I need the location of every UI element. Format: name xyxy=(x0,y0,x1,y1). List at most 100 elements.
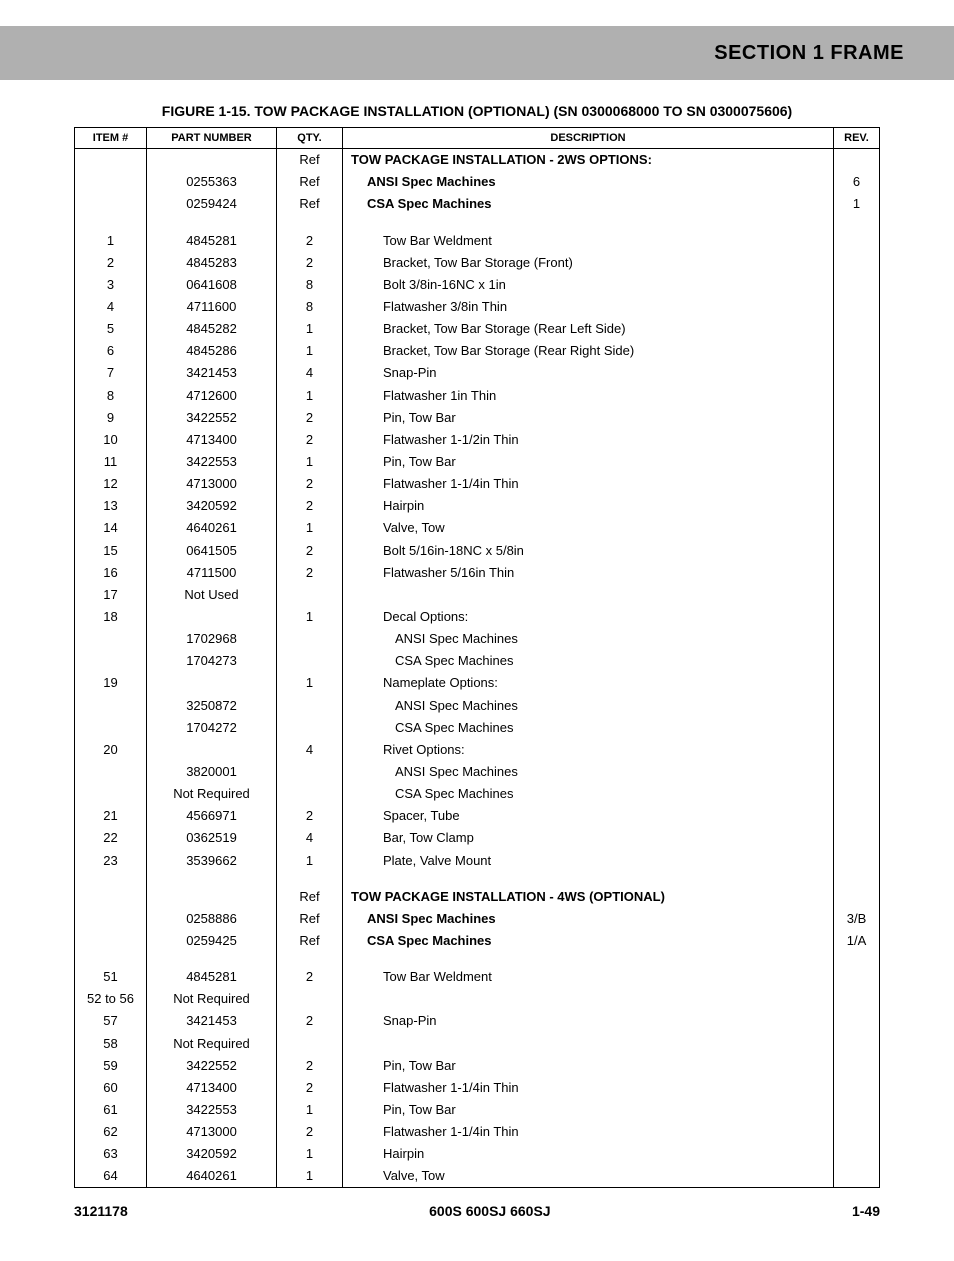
qty-cell: 1 xyxy=(277,517,343,539)
desc-cell: Bracket, Tow Bar Storage (Rear Left Side… xyxy=(343,318,834,340)
footer-page: 1-49 xyxy=(852,1203,880,1219)
part-cell: 4845282 xyxy=(147,318,277,340)
qty-cell: 1 xyxy=(277,1099,343,1121)
desc-cell: TOW PACKAGE INSTALLATION - 4WS (OPTIONAL… xyxy=(343,885,834,907)
part-cell: 4640261 xyxy=(147,1165,277,1188)
desc-cell: Nameplate Options: xyxy=(343,672,834,694)
rev-cell xyxy=(834,694,880,716)
part-cell: 4711500 xyxy=(147,561,277,583)
table-row: Not RequiredCSA Spec Machines xyxy=(75,783,880,805)
desc-cell: Flatwasher 3/8in Thin xyxy=(343,296,834,318)
spacer-cell xyxy=(277,215,343,229)
part-cell: 3422553 xyxy=(147,451,277,473)
desc-cell: ANSI Spec Machines xyxy=(343,628,834,650)
item-cell xyxy=(75,148,147,171)
table-row: 204Rivet Options: xyxy=(75,739,880,761)
spacer-cell xyxy=(277,871,343,885)
spacer-cell xyxy=(75,215,147,229)
desc-cell: Flatwasher 1in Thin xyxy=(343,384,834,406)
item-cell: 21 xyxy=(75,805,147,827)
table-row: 52 to 56Not Required xyxy=(75,988,880,1010)
part-cell: 3250872 xyxy=(147,694,277,716)
table-row: 191Nameplate Options: xyxy=(75,672,880,694)
desc-cell: Valve, Tow xyxy=(343,517,834,539)
item-cell xyxy=(75,650,147,672)
table-row: 2145669712Spacer, Tube xyxy=(75,805,880,827)
desc-cell: Pin, Tow Bar xyxy=(343,451,834,473)
desc-cell: Hairpin xyxy=(343,1143,834,1165)
section-title: SECTION 1 FRAME xyxy=(714,42,904,65)
table-row: 1247130002Flatwasher 1-1/4in Thin xyxy=(75,473,880,495)
qty-cell xyxy=(277,694,343,716)
qty-cell: 2 xyxy=(277,1010,343,1032)
rev-cell: 1/A xyxy=(834,930,880,952)
item-cell: 62 xyxy=(75,1121,147,1143)
qty-cell: 1 xyxy=(277,451,343,473)
qty-cell: 2 xyxy=(277,406,343,428)
part-cell: 4845283 xyxy=(147,251,277,273)
item-cell xyxy=(75,885,147,907)
rev-cell xyxy=(834,672,880,694)
qty-cell: 4 xyxy=(277,739,343,761)
desc-cell: CSA Spec Machines xyxy=(343,930,834,952)
table-row: 6247130002Flatwasher 1-1/4in Thin xyxy=(75,1121,880,1143)
item-cell: 10 xyxy=(75,429,147,451)
item-cell: 17 xyxy=(75,584,147,606)
desc-cell: Flatwasher 1-1/4in Thin xyxy=(343,1121,834,1143)
desc-cell: Pin, Tow Bar xyxy=(343,1099,834,1121)
part-cell xyxy=(147,606,277,628)
item-cell: 11 xyxy=(75,451,147,473)
item-cell: 4 xyxy=(75,296,147,318)
rev-cell xyxy=(834,429,880,451)
part-cell: 0259425 xyxy=(147,930,277,952)
part-cell: 0258886 xyxy=(147,908,277,930)
spacer-cell xyxy=(75,871,147,885)
rev-cell xyxy=(834,827,880,849)
table-row: 1047134002Flatwasher 1-1/2in Thin xyxy=(75,429,880,451)
rev-cell: 6 xyxy=(834,171,880,193)
rev-cell xyxy=(834,885,880,907)
spacer-cell xyxy=(75,952,147,966)
section-header: SECTION 1 FRAME xyxy=(0,26,954,80)
col-item: ITEM # xyxy=(75,127,147,148)
part-cell xyxy=(147,672,277,694)
desc-cell: Plate, Valve Mount xyxy=(343,849,834,871)
part-cell: 3422552 xyxy=(147,1054,277,1076)
desc-cell: CSA Spec Machines xyxy=(343,783,834,805)
table-row: 3820001ANSI Spec Machines xyxy=(75,761,880,783)
rev-cell xyxy=(834,340,880,362)
part-cell: 0641505 xyxy=(147,539,277,561)
desc-cell: TOW PACKAGE INSTALLATION - 2WS OPTIONS: xyxy=(343,148,834,171)
spacer-cell xyxy=(834,215,880,229)
part-cell: 4845281 xyxy=(147,229,277,251)
table-row: 734214534Snap-Pin xyxy=(75,362,880,384)
item-cell: 13 xyxy=(75,495,147,517)
table-row: 306416088Bolt 3/8in-16NC x 1in xyxy=(75,274,880,296)
qty-cell: 2 xyxy=(277,561,343,583)
qty-cell: Ref xyxy=(277,885,343,907)
table-row xyxy=(75,215,880,229)
table-row: 181Decal Options: xyxy=(75,606,880,628)
item-cell: 51 xyxy=(75,966,147,988)
desc-cell: Bracket, Tow Bar Storage (Rear Right Sid… xyxy=(343,340,834,362)
table-row: 0255363RefANSI Spec Machines6 xyxy=(75,171,880,193)
qty-cell: 2 xyxy=(277,495,343,517)
desc-cell: CSA Spec Machines xyxy=(343,716,834,738)
qty-cell: 4 xyxy=(277,827,343,849)
footer-model: 600S 600SJ 660SJ xyxy=(429,1203,550,1219)
table-row xyxy=(75,952,880,966)
spacer-cell xyxy=(343,952,834,966)
table-row: 17Not Used xyxy=(75,584,880,606)
part-cell: 3420592 xyxy=(147,495,277,517)
table-row: 1647115002Flatwasher 5/16in Thin xyxy=(75,561,880,583)
item-cell: 7 xyxy=(75,362,147,384)
rev-cell xyxy=(834,1099,880,1121)
desc-cell: ANSI Spec Machines xyxy=(343,908,834,930)
qty-cell xyxy=(277,988,343,1010)
desc-cell: Flatwasher 1-1/4in Thin xyxy=(343,1077,834,1099)
rev-cell xyxy=(834,849,880,871)
part-cell: 0641608 xyxy=(147,274,277,296)
col-qty: QTY. xyxy=(277,127,343,148)
part-cell: 3422553 xyxy=(147,1099,277,1121)
rev-cell xyxy=(834,148,880,171)
